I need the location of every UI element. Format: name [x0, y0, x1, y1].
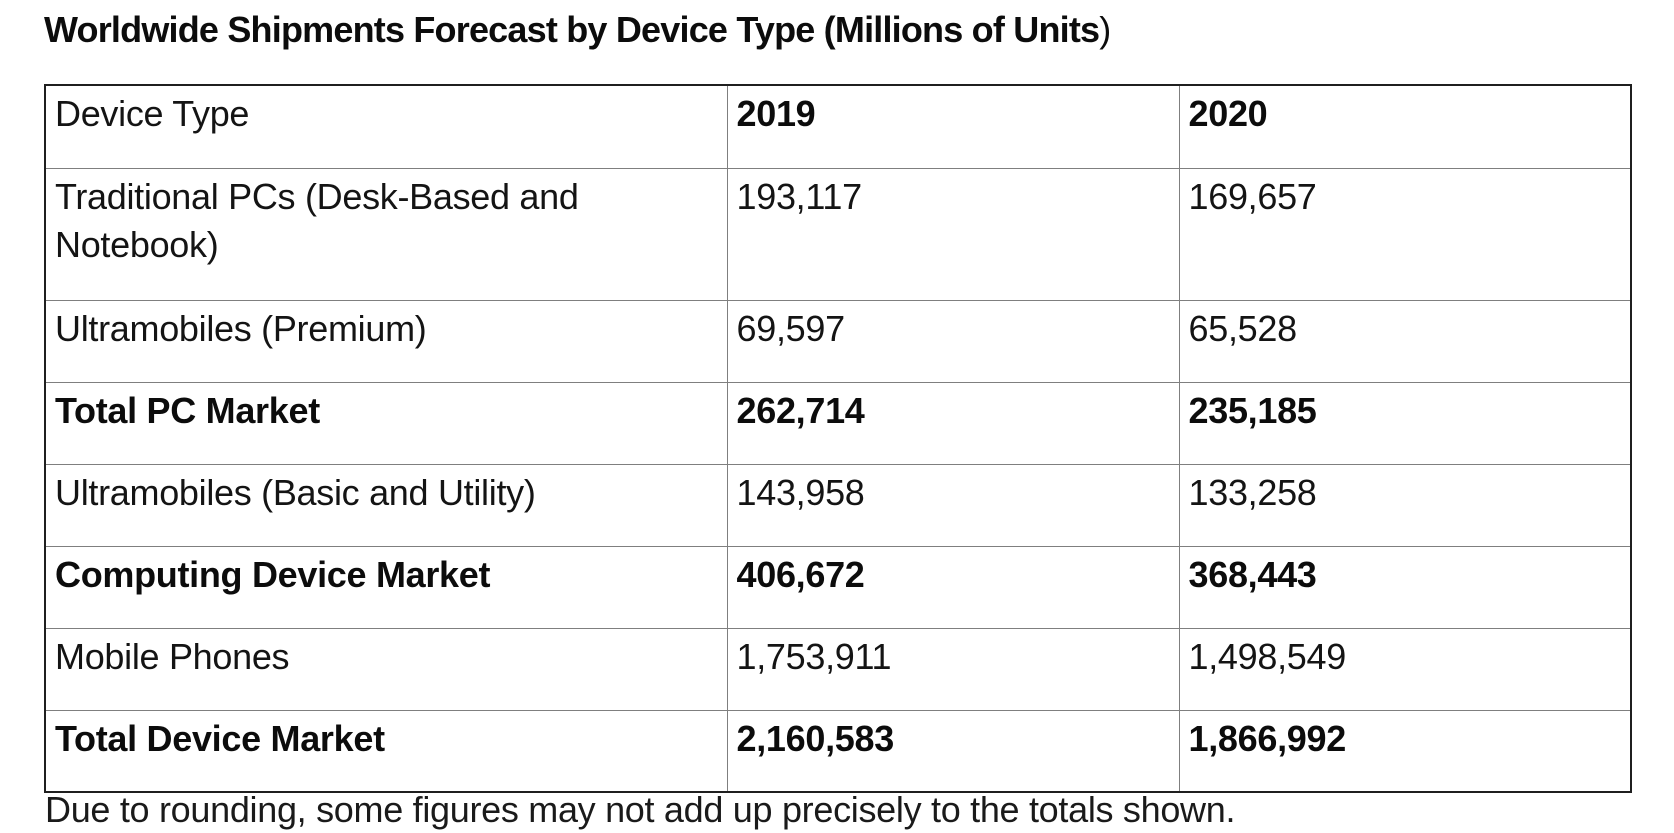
table-header-row: Device Type 2019 2020	[44, 84, 1632, 169]
cell-2019-value: 69,597	[726, 299, 1180, 383]
table-row-computing-device-market: Computing Device Market 406,672 368,443	[44, 545, 1632, 629]
cell-label: Ultramobiles (Premium)	[44, 299, 728, 383]
cell-2020-value: 133,258	[1178, 463, 1632, 547]
table-row-total-pc-market: Total PC Market 262,714 235,185	[44, 381, 1632, 465]
cell-label: Computing Device Market	[44, 545, 728, 629]
cell-label: Ultramobiles (Basic and Utility)	[44, 463, 728, 547]
cell-2019-value: 1,753,911	[726, 627, 1180, 711]
table-row: Ultramobiles (Basic and Utility) 143,958…	[44, 463, 1632, 547]
cell-label: Total Device Market	[44, 709, 728, 793]
cell-label: Total PC Market	[44, 381, 728, 465]
table-row: Mobile Phones 1,753,911 1,498,549	[44, 627, 1632, 711]
cell-2019-value: 143,958	[726, 463, 1180, 547]
table-row: Ultramobiles (Premium) 69,597 65,528	[44, 299, 1632, 383]
cell-2019-value: 2,160,583	[726, 709, 1180, 793]
cell-2020-value: 235,185	[1178, 381, 1632, 465]
footnote-clipped: Due to rounding, some figures may not ad…	[45, 789, 1236, 830]
column-header-2019: 2019	[726, 84, 1180, 169]
cell-2020-value: 1,866,992	[1178, 709, 1632, 793]
cell-label: Mobile Phones	[44, 627, 728, 711]
cell-label: Traditional PCs (Desk-Based and Notebook…	[44, 167, 728, 301]
cell-2020-value: 368,443	[1178, 545, 1632, 629]
document-body: Worldwide Shipments Forecast by Device T…	[44, 8, 1632, 793]
column-header-2020: 2020	[1178, 84, 1632, 169]
page-title-paren: )	[1099, 9, 1111, 50]
shipments-forecast-table: Device Type 2019 2020 Traditional PCs (D…	[44, 84, 1632, 793]
cell-2019-value: 262,714	[726, 381, 1180, 465]
cell-2019-value: 193,117	[726, 167, 1180, 301]
cell-2019-value: 406,672	[726, 545, 1180, 629]
cell-2020-value: 169,657	[1178, 167, 1632, 301]
table-row: Traditional PCs (Desk-Based and Notebook…	[44, 167, 1632, 301]
column-header-device-type: Device Type	[44, 84, 728, 169]
cell-2020-value: 1,498,549	[1178, 627, 1632, 711]
page-title: Worldwide Shipments Forecast by Device T…	[44, 8, 1630, 52]
cell-2020-value: 65,528	[1178, 299, 1632, 383]
table-row-total-device-market: Total Device Market 2,160,583 1,866,992	[44, 709, 1632, 793]
page-title-bold: Worldwide Shipments Forecast by Device T…	[44, 9, 1100, 50]
